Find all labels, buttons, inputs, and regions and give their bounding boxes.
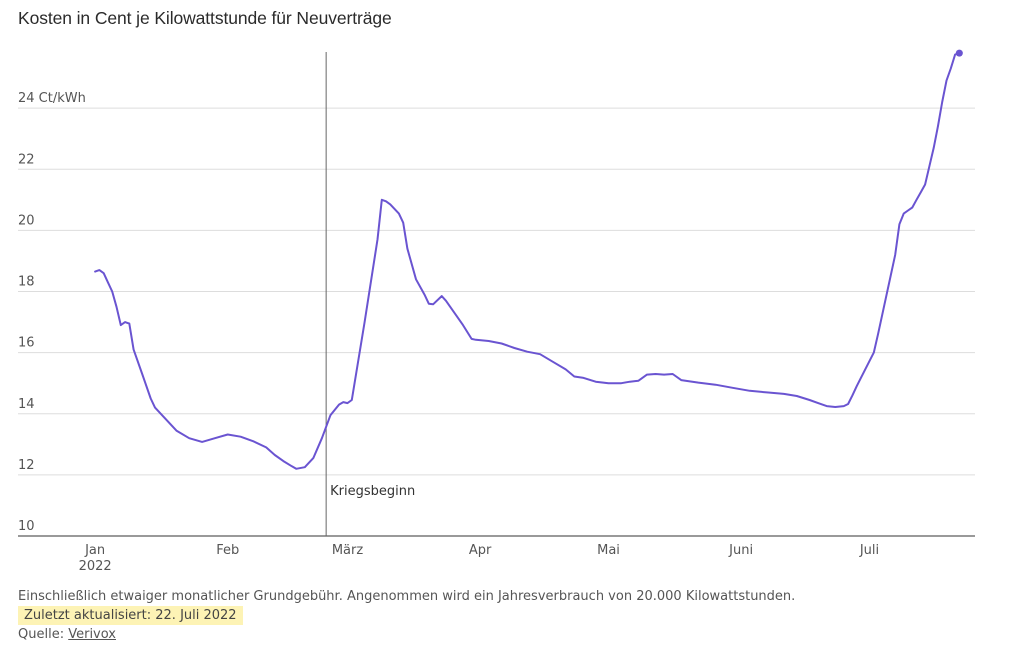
x-tick-label: Juni — [728, 543, 753, 558]
source-label: Quelle: — [18, 627, 65, 642]
y-tick-label: 10 — [18, 519, 35, 534]
series-layer — [94, 49, 963, 470]
x-tick-label: Mai — [597, 543, 620, 558]
series-end-point — [955, 49, 963, 57]
chart-title: Kosten in Cent je Kilowattstunde für Neu… — [18, 8, 392, 28]
y-tick-label: 18 — [18, 275, 35, 290]
x-tick-label: Jan — [84, 543, 105, 558]
y-tick-label: 12 — [18, 458, 35, 473]
grid-lines — [18, 107, 975, 537]
x-tick-sublabel: 2022 — [79, 559, 112, 574]
y-tick-label: 24 Ct/kWh — [18, 91, 86, 106]
footer: Einschließlich etwaiger monatlicher Grun… — [18, 587, 795, 644]
x-tick-label: Juli — [859, 543, 879, 558]
y-tick-label: 16 — [18, 336, 35, 351]
annotation: Kriegsbeginn — [325, 52, 415, 536]
source-link[interactable]: Verivox — [68, 627, 116, 642]
y-tick-label: 14 — [18, 397, 35, 412]
updated-badge: Zuletzt aktualisiert: 22. Juli 2022 — [18, 606, 243, 625]
series-line — [94, 52, 961, 470]
x-tick-label: Feb — [216, 543, 239, 558]
y-tick-label: 22 — [18, 152, 35, 167]
annotation-label: Kriegsbeginn — [330, 484, 415, 499]
x-tick-label: März — [332, 543, 364, 558]
footer-note: Einschließlich etwaiger monatlicher Grun… — [18, 589, 796, 604]
y-axis-ticks: 10 12 14 16 18 20 22 24 Ct/kWh — [18, 91, 86, 534]
y-tick-label: 20 — [18, 213, 35, 228]
x-tick-label: Apr — [469, 543, 492, 558]
